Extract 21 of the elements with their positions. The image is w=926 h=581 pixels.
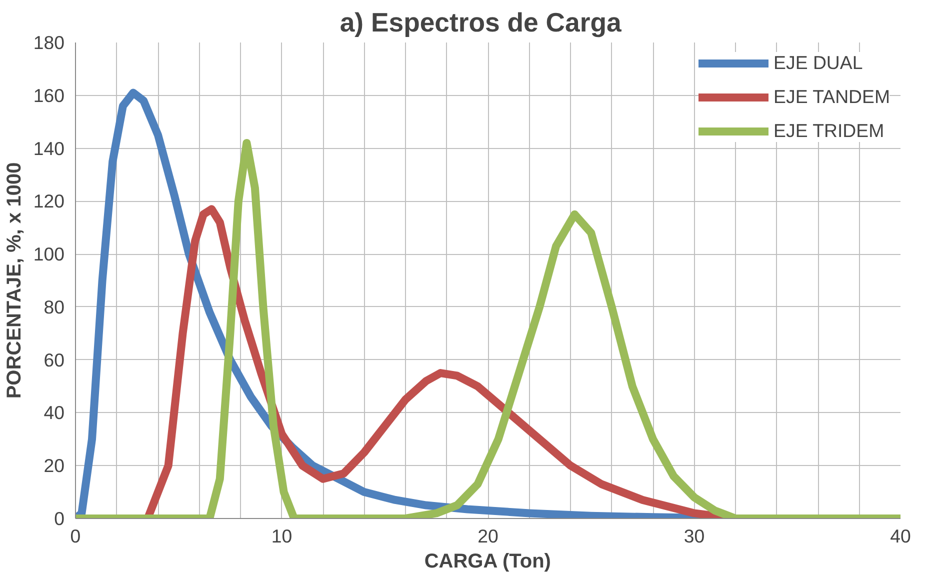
y-tick-label: 20	[44, 455, 65, 476]
x-tick-label: 40	[890, 526, 911, 546]
x-tick-label: 30	[684, 526, 705, 546]
x-tick-label: 0	[70, 526, 81, 546]
chart-title: a) Espectros de Carga	[340, 8, 622, 38]
y-tick-label: 180	[33, 32, 65, 53]
y-tick-label: 0	[54, 508, 65, 529]
y-tick-label: 60	[44, 349, 65, 370]
y-tick-label: 120	[33, 190, 65, 212]
y-tick-label: 100	[33, 244, 65, 265]
y-tick-label: 160	[33, 84, 65, 106]
legend-label: EJE DUAL	[774, 52, 863, 74]
legend-label: EJE TRIDEM	[774, 120, 884, 142]
x-axis-title: CARGA (Ton)	[424, 550, 551, 572]
y-tick-label: 80	[44, 296, 65, 318]
x-tick-label: 10	[271, 526, 292, 546]
x-tick-label: 20	[478, 526, 498, 546]
y-tick-label: 40	[44, 402, 65, 424]
y-tick-label: 140	[33, 138, 65, 159]
y-axis-title: PORCENTAJE, %, x 1000	[3, 162, 26, 399]
legend-label: EJE TANDEM	[774, 86, 890, 108]
